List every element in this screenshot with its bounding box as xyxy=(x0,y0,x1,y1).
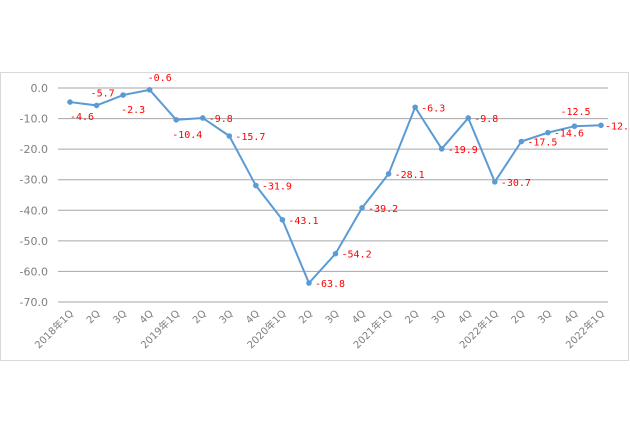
y-tick-label: -20.0 xyxy=(20,143,48,156)
data-point xyxy=(279,216,286,223)
data-label: -0.6 xyxy=(148,73,172,84)
data-label: -10.4 xyxy=(172,130,202,141)
data-point xyxy=(571,123,578,130)
data-point xyxy=(359,205,365,211)
data-point xyxy=(465,115,472,121)
x-tick-label: 3Q xyxy=(536,308,554,326)
data-label: -28.1 xyxy=(395,170,425,181)
x-tick-label: 4Q xyxy=(244,308,262,326)
data-label: -31.9 xyxy=(262,182,292,193)
data-point xyxy=(332,250,339,257)
y-tick-label: -10.0 xyxy=(20,113,48,126)
y-tick-label: -50.0 xyxy=(20,235,48,248)
data-label: -9.8 xyxy=(209,114,233,125)
data-label: -14.6 xyxy=(554,129,584,140)
data-label: -63.8 xyxy=(315,279,345,290)
data-label: -17.5 xyxy=(527,138,557,149)
x-tick-label: 4Q xyxy=(457,308,475,326)
data-point xyxy=(492,179,498,185)
data-label: -19.9 xyxy=(448,145,478,156)
data-point xyxy=(518,138,525,145)
chart-frame xyxy=(0,72,629,361)
data-label: -6.3 xyxy=(421,103,445,114)
x-tick-label: 2Q xyxy=(403,308,421,326)
x-tick-label: 3Q xyxy=(111,308,129,326)
data-point xyxy=(146,87,153,93)
x-tick-label: 3Q xyxy=(218,308,236,326)
data-label: -9.8 xyxy=(474,114,498,125)
data-point xyxy=(253,182,259,189)
data-label: -12.5 xyxy=(560,107,590,118)
data-point xyxy=(598,122,604,129)
x-tick-label: 4Q xyxy=(350,308,368,326)
x-tick-label: 2Q xyxy=(297,308,315,326)
data-point xyxy=(173,116,179,123)
y-tick-label: 0.0 xyxy=(31,82,49,95)
x-tick-label: 4Q xyxy=(563,308,581,326)
x-tick-label: 4Q xyxy=(138,308,156,326)
data-point xyxy=(438,146,445,152)
data-point xyxy=(226,133,233,139)
data-label: -12.2 xyxy=(605,121,630,132)
data-label: -39.2 xyxy=(368,204,398,215)
x-tick-label: 2Q xyxy=(85,308,103,326)
data-label: -15.7 xyxy=(235,132,265,143)
data-label: -54.2 xyxy=(342,250,372,261)
x-tick-label: 2Q xyxy=(510,308,528,326)
x-tick-label: 3Q xyxy=(324,308,342,326)
y-tick-label: -70.0 xyxy=(20,296,48,309)
data-point xyxy=(545,129,551,136)
data-point xyxy=(67,99,73,105)
data-label: -2.3 xyxy=(121,105,145,116)
data-point xyxy=(306,280,312,286)
data-point xyxy=(120,92,126,98)
data-point xyxy=(93,102,100,109)
data-point xyxy=(385,171,392,177)
y-tick-label: -40.0 xyxy=(20,204,48,217)
data-label: -30.7 xyxy=(501,178,531,189)
y-tick-label: -60.0 xyxy=(20,265,48,278)
y-tick-label: -30.0 xyxy=(20,174,48,187)
data-point xyxy=(412,104,418,111)
data-point xyxy=(199,115,206,121)
x-tick-label: 3Q xyxy=(430,308,448,326)
data-label: -5.7 xyxy=(91,88,115,99)
x-tick-label: 2Q xyxy=(191,308,209,326)
x-tick-label: 2018年1Q xyxy=(32,307,76,351)
data-label: -4.6 xyxy=(70,112,94,123)
data-label: -43.1 xyxy=(288,216,318,227)
